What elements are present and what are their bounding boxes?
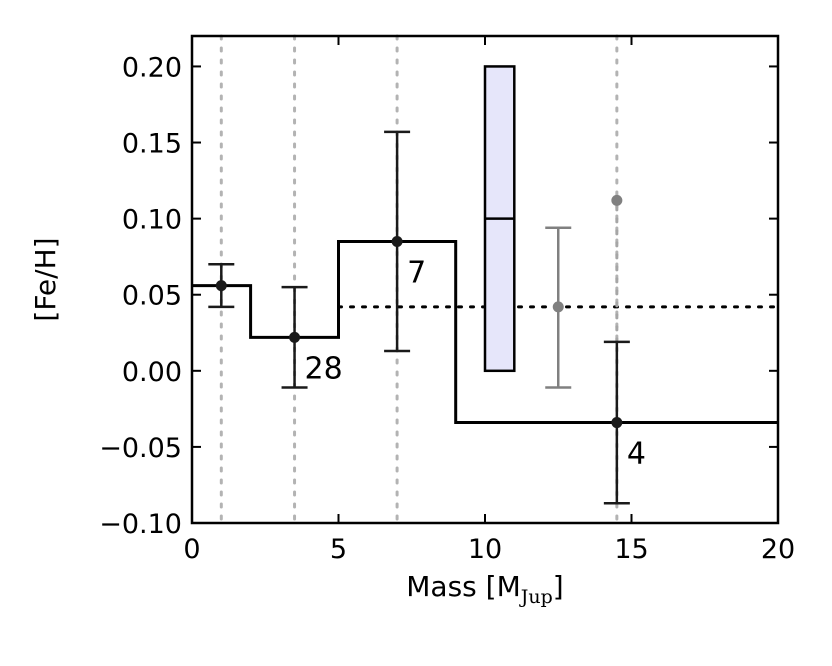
x-axis-label-close: ] [553, 570, 564, 603]
x-tick-label: 15 [614, 534, 648, 565]
y-tick-label: 0.05 [122, 281, 182, 312]
data-point [552, 301, 564, 313]
y-tick-label: 0.10 [122, 205, 182, 236]
y-tick-label: −0.05 [99, 433, 182, 464]
step-line [192, 239, 778, 425]
gray-outlier-point [611, 194, 623, 206]
y-axis-label: [Fe/H] [29, 237, 62, 321]
x-tick-label: 5 [330, 534, 347, 565]
y-tick-label: −0.10 [99, 509, 182, 540]
x-axis-label-subscript: Jup [519, 586, 553, 608]
y-tick-label: 0.00 [122, 357, 182, 388]
data-point [215, 280, 227, 292]
point-label: 7 [407, 255, 426, 290]
axes-layer: 0 5 10 15 20 −0.10 −0.05 0.00 0.05 0.10 0.15 0.20 [99, 36, 795, 565]
x-tick-label: 10 [468, 534, 502, 565]
point-label: 4 [627, 437, 646, 472]
box-layer [483, 65, 516, 373]
data-point [391, 235, 403, 247]
point-labels-layer: 28 7 4 [305, 255, 646, 471]
data-point [289, 331, 301, 343]
x-tick-label: 0 [183, 534, 200, 565]
x-axis-label: Mass [MJup] [406, 570, 563, 608]
x-axis-label-main: Mass [M [406, 570, 520, 603]
points-layer [208, 130, 630, 505]
point-label: 28 [305, 351, 343, 386]
y-tick-label: 0.15 [122, 129, 182, 160]
data-point [611, 417, 623, 429]
y-tick-label: 0.20 [122, 52, 182, 83]
step-line-layer [192, 239, 778, 425]
x-tick-label: 20 [761, 534, 795, 565]
